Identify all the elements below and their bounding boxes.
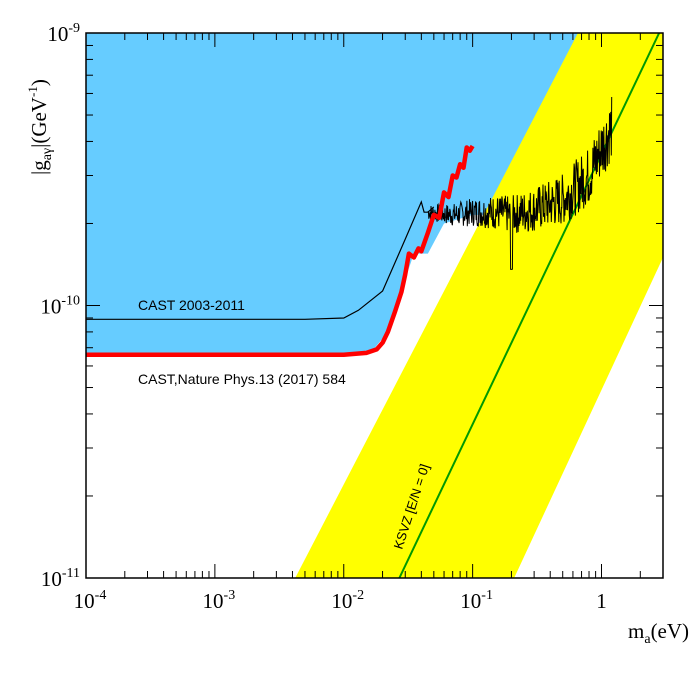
y-tick-label-exp: -11 [62,566,80,581]
y-axis-label: |gaγ|(GeV-1) [25,79,55,175]
y-tick-label-base: 10 [47,22,68,46]
x-tick-label-base: 10 [460,589,481,613]
x-tick-label-base: 10 [331,589,352,613]
x-tick-label-exp: -3 [224,588,236,603]
x-tick-label-exp: -2 [352,588,364,603]
y-axis-label-prefix: |g [27,160,51,175]
qcd-axion-band [295,33,663,578]
y-axis-label-sup: -1 [25,86,40,97]
ksvz-line [398,33,661,578]
x-tick-label-exp: -1 [481,588,493,603]
x-axis-label-main: m [628,619,644,643]
y-tick-label-exp: -10 [61,294,80,309]
x-axis-label: ma(eV) [628,619,689,647]
axis-ticks [85,32,664,579]
x-tick-label: 10-1 [460,588,493,613]
annotation-cast-2011: CAST 2003-2011 [138,297,245,313]
cast-2003-2011-high-mass-line [427,96,613,270]
annotation-cast-2017: CAST,Nature Phys.13 (2017) 584 [138,371,346,387]
x-tick-label: 10-4 [74,588,107,613]
y-axis-label-suffix: ) [27,79,51,86]
y-axis-label-mid: |(GeV [27,97,51,148]
x-tick-label-exp: -4 [95,588,107,603]
y-axis-label-sub: aγ [40,148,55,160]
cast-2017-line [86,144,475,357]
y-tick-label-exp: -9 [68,21,80,36]
x-tick-labels: 10-4 10-3 10-2 10-1 1 [74,588,607,613]
x-axis-label-unit: (eV) [651,619,689,643]
y-tick-label: 10-11 [41,566,80,591]
x-tick-label: 1 [596,589,607,613]
y-tick-label-base: 10 [41,567,62,591]
x-tick-label-base: 10 [203,589,224,613]
excluded-region [86,33,612,355]
x-tick-label: 10-3 [203,588,236,613]
cast-2003-2011-line [86,200,435,320]
x-tick-label-base: 10 [74,589,95,613]
y-tick-label: 10-10 [40,294,80,319]
y-tick-label-base: 10 [40,295,61,319]
x-tick-label-base: 1 [596,589,607,613]
x-tick-label: 10-2 [331,588,364,613]
x-axis-label-sub: a [644,632,651,647]
y-tick-label: 10-9 [47,21,80,46]
